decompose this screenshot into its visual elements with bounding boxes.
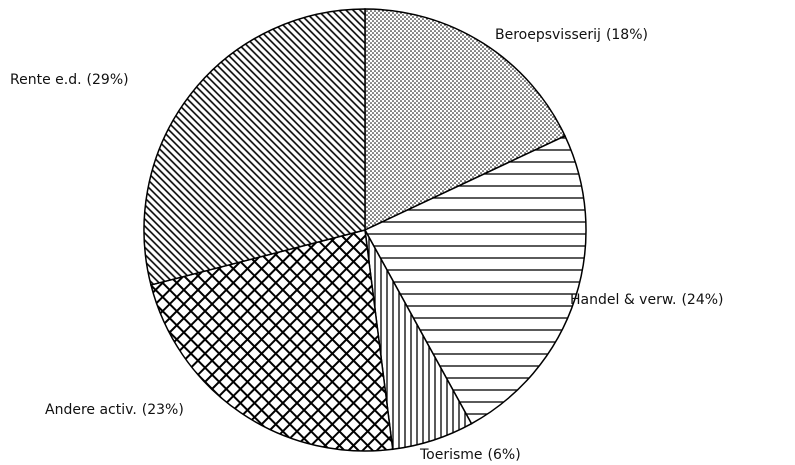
category-label: Rente e.d. — [10, 72, 82, 88]
slice-label: Toerisme (6%) — [419, 447, 521, 463]
category-label: Andere activ. — [45, 402, 137, 418]
value-label: (29%) — [87, 72, 129, 88]
value-label: (6%) — [488, 447, 521, 463]
value-label: (24%) — [681, 292, 723, 308]
slice-label: Andere activ. (23%) — [45, 402, 184, 418]
slice-label: Rente e.d. (29%) — [10, 72, 129, 88]
slice-label: Beroepsvisserij (18%) — [495, 27, 648, 43]
slice-label: Handel & verw. (24%) — [570, 292, 724, 308]
category-label: Handel & verw. — [570, 292, 676, 308]
value-label: (18%) — [606, 27, 648, 43]
category-label: Beroepsvisserij — [495, 27, 601, 43]
pie-slice — [143, 8, 366, 286]
pie-slice — [364, 8, 566, 232]
pie-slice — [150, 229, 394, 452]
value-label: (23%) — [142, 402, 184, 418]
category-label: Toerisme — [419, 447, 483, 463]
pie-slice — [363, 134, 587, 425]
